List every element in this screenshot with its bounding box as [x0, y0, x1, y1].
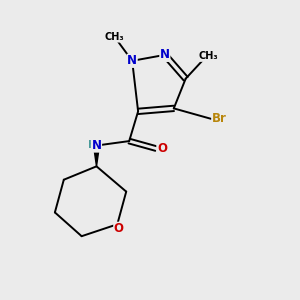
Text: CH₃: CH₃ — [104, 32, 124, 42]
Text: N: N — [160, 48, 170, 62]
Text: N: N — [127, 54, 137, 67]
Text: CH₃: CH₃ — [198, 51, 218, 62]
Text: Br: Br — [212, 112, 227, 125]
Text: O: O — [157, 142, 167, 155]
Polygon shape — [94, 146, 100, 166]
Text: O: O — [114, 222, 124, 235]
Text: H: H — [88, 140, 97, 150]
Text: N: N — [92, 139, 101, 152]
